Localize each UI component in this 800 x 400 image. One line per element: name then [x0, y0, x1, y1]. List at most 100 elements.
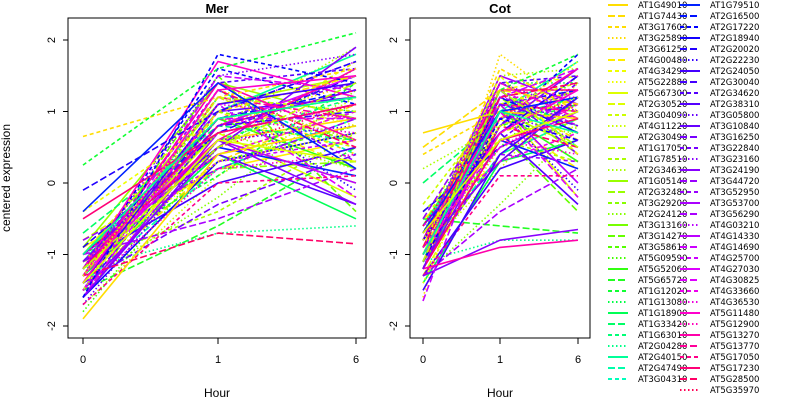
- x-tick-label: 0: [420, 354, 426, 366]
- legend-label: AT1G18900: [638, 309, 687, 319]
- series-line: [422, 96, 579, 220]
- legend-label: AT2G17220: [710, 23, 759, 33]
- legend-label: AT1G13080: [638, 298, 687, 308]
- series-line: [422, 53, 579, 262]
- y-tick-label: -1: [388, 250, 400, 260]
- y-tick-label: 2: [388, 37, 400, 43]
- series-line: [82, 53, 357, 270]
- x-tick-label: 1: [215, 354, 221, 366]
- series-line: [422, 125, 579, 277]
- series-line: [422, 110, 579, 262]
- legend-label: AT5G22880: [638, 78, 687, 88]
- series-line: [422, 67, 579, 248]
- series-line: [82, 89, 357, 270]
- series-line: [82, 96, 357, 298]
- series-line: [82, 82, 357, 284]
- legend-label: AT4G27030: [710, 265, 759, 275]
- series-line: [82, 139, 357, 284]
- series-line: [82, 132, 357, 270]
- legend-label: AT5G28500: [710, 375, 759, 385]
- series-line: [82, 146, 357, 292]
- legend-label: AT3G10840: [710, 122, 759, 132]
- legend-label: AT2G24050: [710, 67, 759, 77]
- series-line: [82, 89, 357, 270]
- series-line: [422, 96, 579, 241]
- legend-label: AT3G52950: [710, 188, 759, 198]
- x-tick-label: 1: [497, 354, 503, 366]
- legend-label: AT2G18940: [710, 34, 759, 44]
- legend-label: AT3G14270: [638, 232, 687, 242]
- series-line: [82, 153, 357, 291]
- legend-label: AT5G67300: [638, 89, 687, 99]
- series-line: [422, 89, 579, 270]
- y-tick-label: 0: [388, 180, 400, 186]
- x-tick-label: 6: [353, 354, 359, 366]
- series-line: [422, 60, 579, 284]
- legend-label: AT4G36530: [710, 298, 759, 308]
- legend-label: AT2G30490: [638, 133, 687, 143]
- legend-label: AT3G23160: [710, 155, 759, 165]
- series-line: [422, 117, 579, 262]
- legend-label: AT1G12020: [638, 287, 687, 297]
- series-line: [82, 82, 357, 213]
- plot-frame-mer: [67, 17, 367, 339]
- series-line: [422, 89, 579, 262]
- x-tick-label: 6: [575, 354, 581, 366]
- legend-label: AT3G16250: [710, 133, 759, 143]
- legend-label: AT2G40150: [638, 353, 687, 363]
- x-axis-label-mer: Hour: [204, 386, 230, 400]
- legend-label: AT1G17050: [638, 144, 687, 154]
- series-line: [422, 89, 579, 248]
- legend-label: AT3G61250: [638, 45, 687, 55]
- legend-label: AT3G17609: [638, 23, 687, 33]
- legend-label: AT5G11480: [710, 309, 759, 319]
- panel-title-mer: Mer: [205, 1, 228, 16]
- legend-label: AT1G79510: [710, 1, 759, 11]
- panel-title-cot: Cot: [489, 1, 511, 16]
- series-line: [82, 153, 357, 284]
- legend-label: AT4G00480: [638, 56, 687, 66]
- legend-label: AT5G13770: [710, 342, 759, 352]
- series-line: [82, 132, 357, 263]
- panel-cot: Cot -2 -1 0 1 2 0 1 6 Hour: [388, 1, 591, 400]
- series-line: [82, 96, 357, 256]
- y-axis-cot: -2 -1 0 1 2: [388, 37, 410, 331]
- series-line: [422, 89, 579, 148]
- y-tick-label: 2: [46, 37, 58, 43]
- series-line: [422, 125, 579, 170]
- legend-label: AT5G17050: [710, 353, 759, 363]
- y-axis-label: centered expression: [0, 124, 13, 232]
- series-line: [82, 89, 357, 263]
- legend-label: AT3G05800: [710, 111, 759, 121]
- legend-label: AT4G03210: [710, 221, 759, 231]
- legend-label: AT2G34630: [638, 166, 687, 176]
- series-line: [422, 167, 579, 277]
- legend-label: AT4G25700: [710, 254, 759, 264]
- series-line: [422, 67, 579, 302]
- legend-label: AT4G34290: [638, 67, 687, 77]
- series-line: [422, 228, 579, 277]
- y-tick-label: -1: [46, 250, 58, 260]
- series-line: [422, 175, 578, 277]
- legend-label: AT3G29200: [638, 199, 687, 209]
- plot-frame-cot: [409, 17, 591, 339]
- legend-label: AT2G47490: [638, 364, 687, 374]
- legend-label: AT3G13160: [638, 221, 687, 231]
- x-axis-label-cot: Hour: [487, 386, 513, 400]
- series-line: [422, 132, 579, 227]
- series-line: [422, 110, 579, 234]
- series-line: [82, 32, 357, 166]
- y-tick-label: -2: [388, 321, 400, 331]
- legend-label: AT5G65720: [638, 276, 687, 286]
- series-line: [82, 96, 357, 306]
- series-line: [82, 60, 357, 191]
- legend-label: AT2G30040: [710, 78, 759, 88]
- legend-label: AT5G09590: [638, 254, 687, 264]
- legend-label: AT3G44720: [710, 177, 759, 187]
- legend-label: AT5G52060: [638, 265, 687, 275]
- legend-label: AT2G20020: [710, 45, 759, 55]
- legend-label: AT2G24120: [638, 210, 687, 220]
- series-lines-cot: [422, 53, 579, 302]
- legend-label: AT3G53700: [710, 199, 759, 209]
